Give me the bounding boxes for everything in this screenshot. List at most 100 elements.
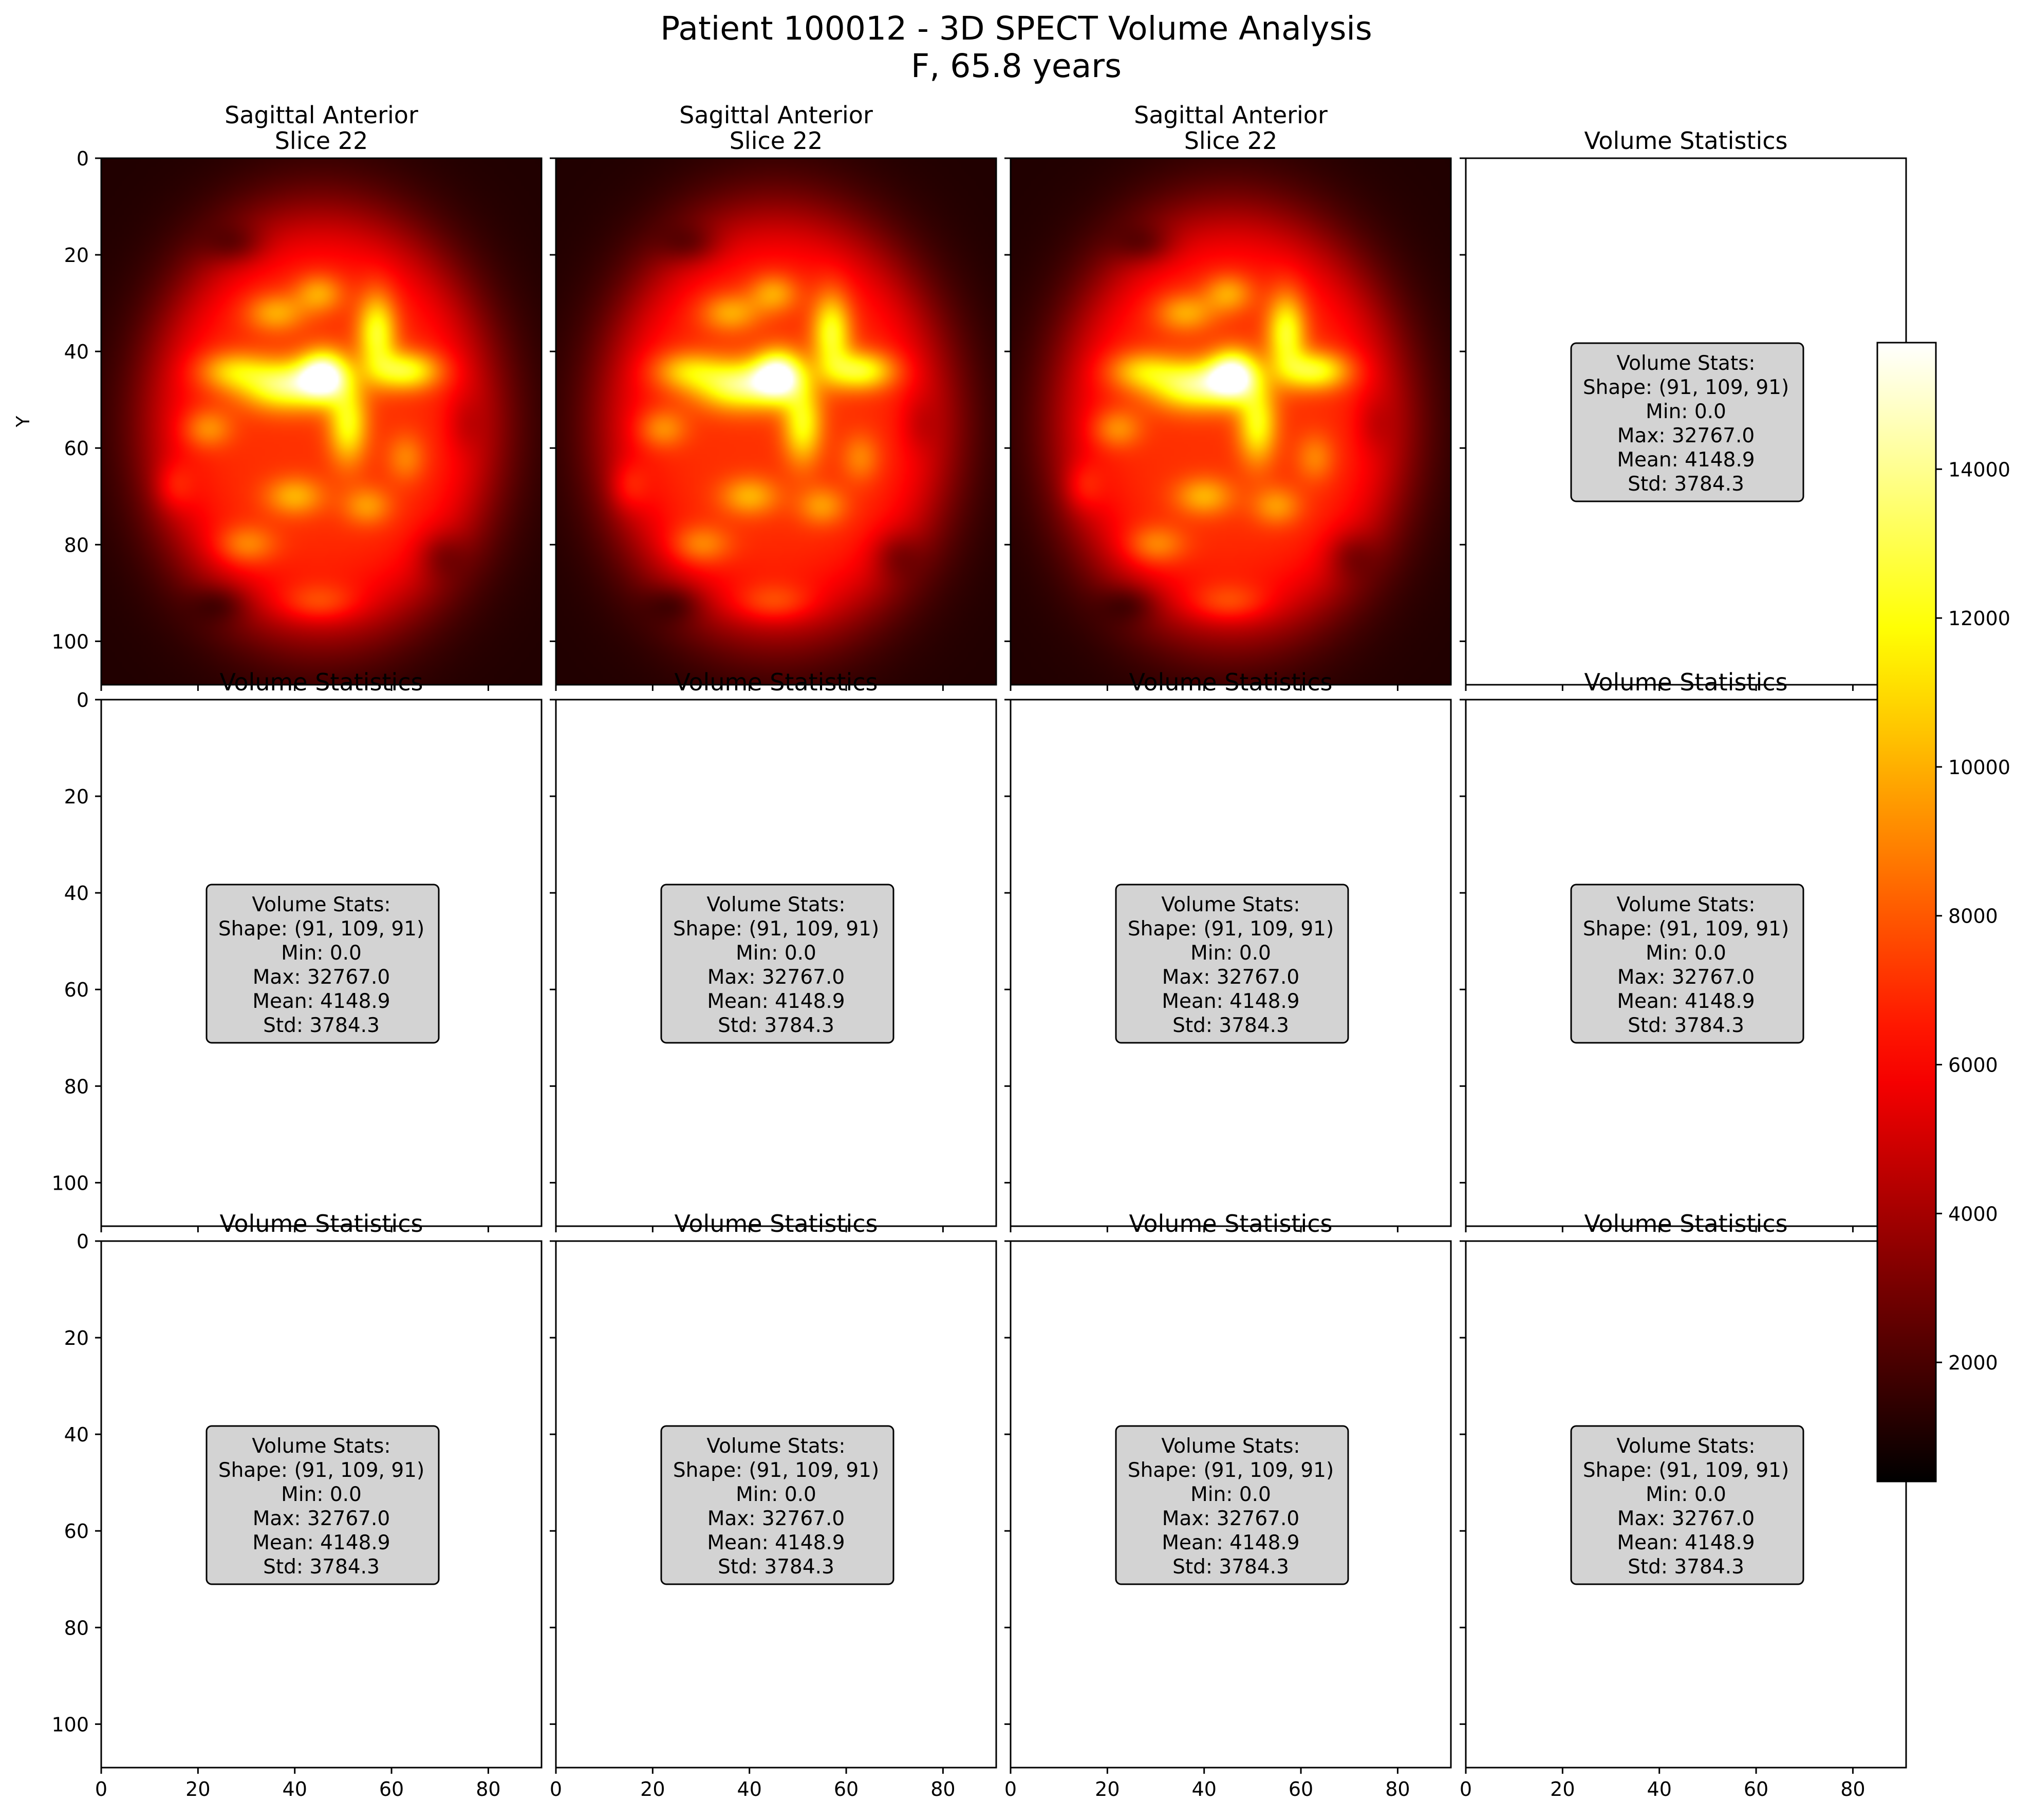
subplot-title: Sagittal Anterior bbox=[225, 101, 418, 129]
y-axis-label: Y bbox=[13, 416, 34, 428]
x-tick-label: 0 bbox=[1460, 1778, 1472, 1800]
stats-line-shape: Shape: (91, 109, 91) bbox=[218, 917, 424, 941]
y-tick-label: 60 bbox=[64, 437, 89, 460]
stats-line-min: Min: 0.0 bbox=[1646, 400, 1726, 423]
y-tick-label: 100 bbox=[51, 630, 89, 653]
stats-line-std: Std: 3784.3 bbox=[718, 1014, 834, 1037]
stats-line-std: Std: 3784.3 bbox=[263, 1555, 380, 1579]
stats-line-shape: Shape: (91, 109, 91) bbox=[1128, 1459, 1334, 1482]
stats-line-mean: Mean: 4148.9 bbox=[707, 990, 845, 1013]
stats-line-min: Min: 0.0 bbox=[736, 1483, 816, 1506]
axes-frame bbox=[1010, 157, 1452, 686]
axes-frame bbox=[1010, 699, 1452, 1227]
stats-line-mean: Mean: 4148.9 bbox=[1162, 990, 1299, 1013]
stats-line-std: Std: 3784.3 bbox=[1628, 1014, 1744, 1037]
stats-line-heading: Volume Stats: bbox=[1161, 1435, 1300, 1458]
stats-line-min: Min: 0.0 bbox=[1190, 1483, 1271, 1506]
subplot-title: Volume Statistics bbox=[675, 668, 878, 696]
subplot-8: Volume Statistics Volume Stats:Shape: (91… bbox=[1460, 668, 1907, 1232]
subplot-9: Volume Statistics Volume Stats:Shape: (91… bbox=[51, 1210, 543, 1800]
stats-line-heading: Volume Stats: bbox=[252, 1435, 390, 1458]
axes-frame bbox=[1010, 1240, 1452, 1769]
y-tick-label: 20 bbox=[64, 785, 89, 808]
subplot-12: Volume Statistics Volume Stats:Shape: (91… bbox=[1460, 1210, 1907, 1800]
y-tick-label: 0 bbox=[77, 1230, 89, 1253]
subplot-title: Volume Statistics bbox=[1129, 668, 1333, 696]
stats-line-max: Max: 32767.0 bbox=[1617, 966, 1755, 989]
figure-title-line2: F, 65.8 years bbox=[911, 47, 1122, 85]
y-tick-label: 0 bbox=[77, 689, 89, 711]
stats-box bbox=[206, 884, 440, 1044]
colorbar-tick-label: 6000 bbox=[1948, 1054, 1998, 1077]
stats-line-max: Max: 32767.0 bbox=[253, 1507, 390, 1530]
stats-line-heading: Volume Stats: bbox=[706, 893, 845, 916]
subplot-title: Slice 22 bbox=[1184, 127, 1278, 155]
stats-box bbox=[1570, 884, 1804, 1044]
colorbar-tick-label: 12000 bbox=[1948, 607, 2010, 630]
stats-line-mean: Mean: 4148.9 bbox=[1617, 1531, 1755, 1554]
subplot-title: Volume Statistics bbox=[1584, 1210, 1788, 1237]
colorbar-gradient bbox=[1876, 342, 1937, 1483]
stats-line-max: Max: 32767.0 bbox=[1617, 1507, 1755, 1530]
y-tick-label: 0 bbox=[77, 147, 89, 170]
stats-line-shape: Shape: (91, 109, 91) bbox=[673, 917, 879, 941]
x-tick-label: 40 bbox=[1647, 1778, 1672, 1800]
stats-line-min: Min: 0.0 bbox=[1190, 942, 1271, 965]
stats-line-heading: Volume Stats: bbox=[1616, 1435, 1755, 1458]
x-tick-label: 60 bbox=[1744, 1778, 1768, 1800]
y-tick-label: 100 bbox=[51, 1713, 89, 1736]
spect-slice-image bbox=[101, 158, 542, 685]
axes-frame bbox=[100, 1240, 543, 1769]
stats-line-shape: Shape: (91, 109, 91) bbox=[1128, 917, 1334, 941]
y-tick-label: 80 bbox=[64, 1617, 89, 1639]
axes-frame bbox=[555, 157, 997, 686]
subplot-7: Volume Statistics Volume Stats:Shape: (91… bbox=[1004, 668, 1452, 1232]
colorbar-tick-label: 4000 bbox=[1948, 1203, 1998, 1225]
stats-line-max: Max: 32767.0 bbox=[707, 1507, 845, 1530]
axes-frame bbox=[100, 699, 543, 1227]
x-tick-label: 0 bbox=[1004, 1778, 1017, 1800]
stats-line-max: Max: 32767.0 bbox=[1162, 966, 1299, 989]
y-tick-label: 100 bbox=[51, 1172, 89, 1194]
x-tick-label: 80 bbox=[1385, 1778, 1410, 1800]
subplot-11: Volume Statistics Volume Stats:Shape: (91… bbox=[1004, 1210, 1452, 1800]
stats-line-std: Std: 3784.3 bbox=[1628, 1555, 1744, 1579]
subplot-10: Volume Statistics Volume Stats:Shape: (91… bbox=[550, 1210, 997, 1800]
stats-box bbox=[206, 1425, 440, 1585]
axes-frame bbox=[100, 157, 543, 686]
stats-line-std: Std: 3784.3 bbox=[263, 1014, 380, 1037]
y-tick-label: 20 bbox=[64, 244, 89, 267]
subplot-5: Volume Statistics Volume Stats:Shape: (91… bbox=[51, 668, 543, 1232]
axes-frame bbox=[555, 699, 997, 1227]
subplot-title: Volume Statistics bbox=[1584, 127, 1788, 155]
y-tick-label: 40 bbox=[64, 1423, 89, 1446]
stats-line-shape: Shape: (91, 109, 91) bbox=[673, 1459, 879, 1482]
x-tick-label: 20 bbox=[185, 1778, 210, 1800]
x-tick-label: 80 bbox=[1840, 1778, 1865, 1800]
colorbar-tick-label: 8000 bbox=[1948, 905, 1998, 928]
x-tick-label: 60 bbox=[379, 1778, 404, 1800]
stats-line-max: Max: 32767.0 bbox=[1162, 1507, 1299, 1530]
stats-line-shape: Shape: (91, 109, 91) bbox=[1583, 917, 1789, 941]
subplot-4: Volume Statistics Volume Stats:Shape: (91… bbox=[1460, 127, 1907, 691]
subplot-title: Volume Statistics bbox=[1129, 1210, 1333, 1237]
stats-line-min: Min: 0.0 bbox=[1646, 942, 1726, 965]
subplot-title: Volume Statistics bbox=[675, 1210, 878, 1237]
stats-box bbox=[1570, 342, 1804, 502]
y-tick-label: 80 bbox=[64, 534, 89, 556]
subplot-title: Sagittal Anterior bbox=[679, 101, 873, 129]
stats-line-heading: Volume Stats: bbox=[1616, 352, 1755, 375]
subplot-title: Slice 22 bbox=[730, 127, 823, 155]
subplot-title: Volume Statistics bbox=[1584, 668, 1788, 696]
x-tick-label: 20 bbox=[1095, 1778, 1120, 1800]
stats-line-std: Std: 3784.3 bbox=[1172, 1555, 1289, 1579]
stats-line-shape: Shape: (91, 109, 91) bbox=[1583, 1459, 1789, 1482]
subplot-title: Volume Statistics bbox=[220, 668, 423, 696]
x-tick-label: 80 bbox=[476, 1778, 500, 1800]
y-tick-label: 40 bbox=[64, 882, 89, 905]
x-tick-label: 60 bbox=[834, 1778, 859, 1800]
stats-box bbox=[1115, 884, 1349, 1044]
